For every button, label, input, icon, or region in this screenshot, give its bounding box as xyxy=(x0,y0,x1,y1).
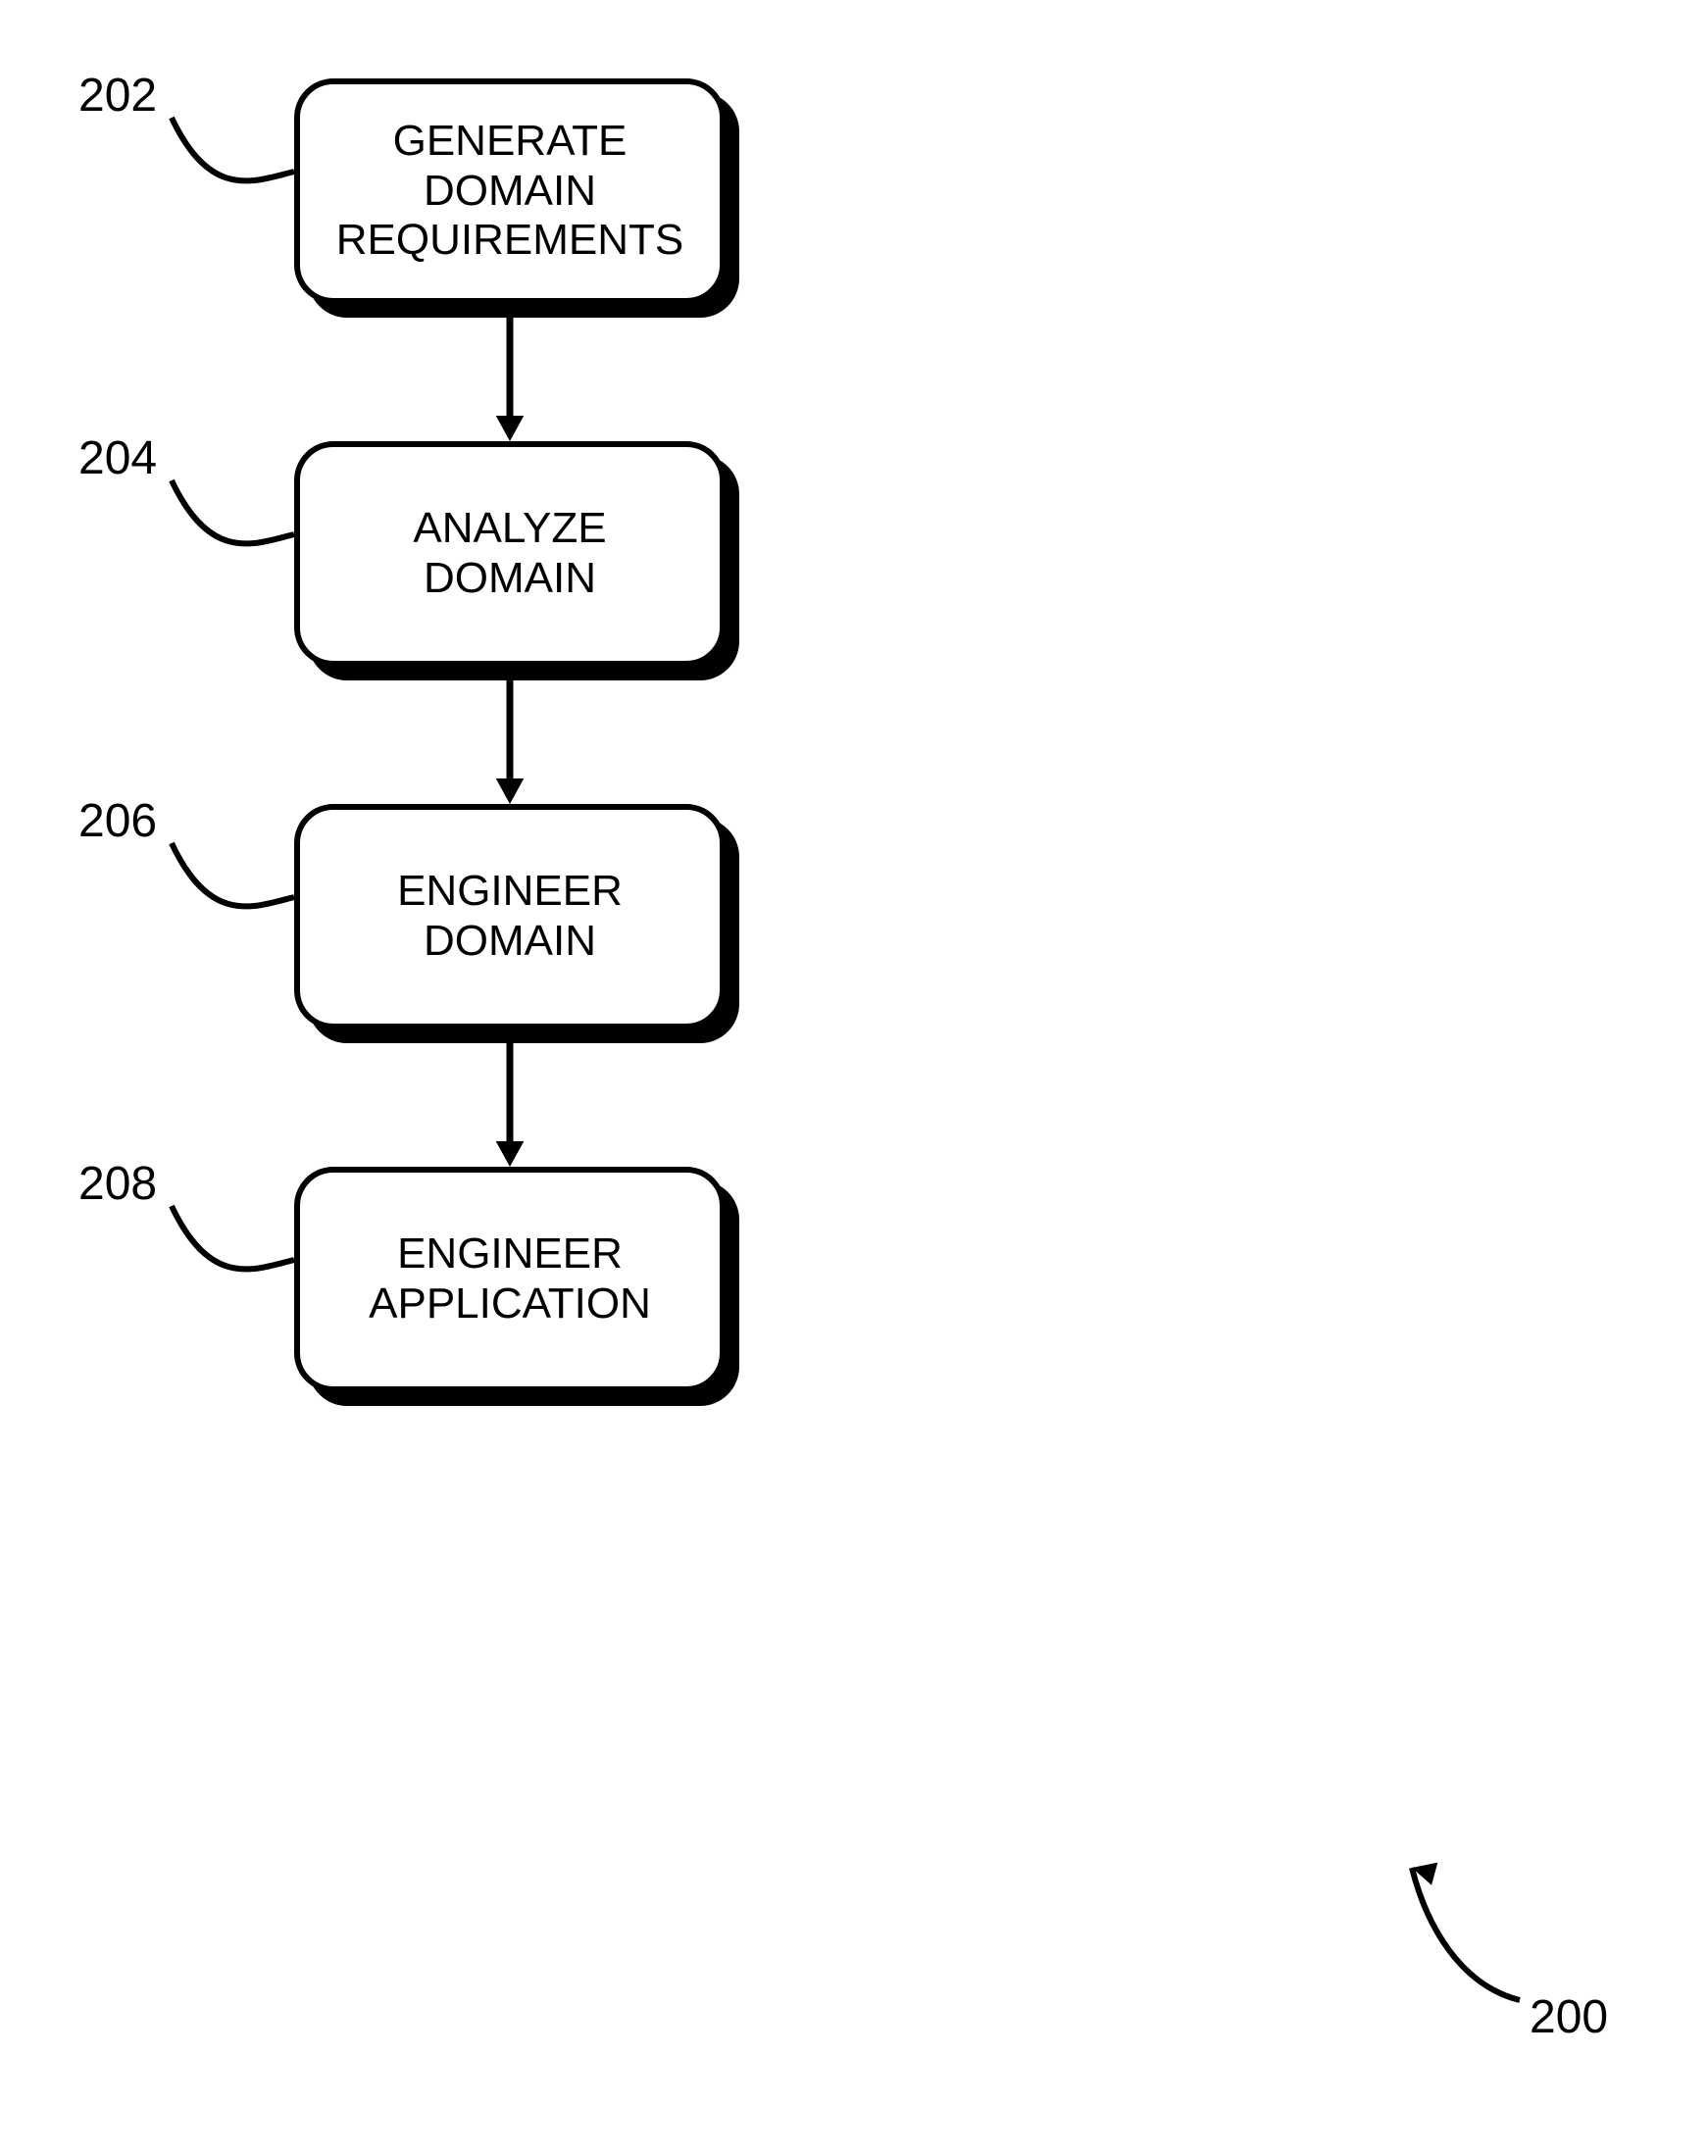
leader-line xyxy=(172,843,294,906)
flow-arrow xyxy=(496,318,525,441)
leader-line xyxy=(172,1206,294,1269)
flow-node: ENGINEER DOMAIN xyxy=(294,804,726,1029)
reference-label: 200 xyxy=(1530,1990,1608,2044)
flowchart-canvas: GENERATE DOMAIN REQUIREMENTS ANALYZE DOMA… xyxy=(0,0,1708,2156)
node-label: ENGINEER APPLICATION xyxy=(369,1229,651,1329)
node-face: ENGINEER DOMAIN xyxy=(294,804,726,1029)
reference-label: 208 xyxy=(78,1157,157,1211)
reference-label: 202 xyxy=(78,69,157,123)
flow-arrow xyxy=(496,1043,525,1167)
flow-node: ANALYZE DOMAIN xyxy=(294,441,726,667)
node-face: ENGINEER APPLICATION xyxy=(294,1167,726,1392)
reference-label: 204 xyxy=(78,431,157,485)
leader-line xyxy=(172,118,294,180)
reference-label: 206 xyxy=(78,794,157,848)
leader-arrowhead xyxy=(1409,1856,1437,1884)
flow-node: ENGINEER APPLICATION xyxy=(294,1167,726,1392)
node-label: ENGINEER DOMAIN xyxy=(397,867,623,966)
node-label: GENERATE DOMAIN REQUIREMENTS xyxy=(336,117,683,266)
node-face: ANALYZE DOMAIN xyxy=(294,441,726,667)
node-label: ANALYZE DOMAIN xyxy=(413,504,606,603)
node-face: GENERATE DOMAIN REQUIREMENTS xyxy=(294,78,726,304)
svg-overlay xyxy=(0,0,1708,2156)
flow-arrow xyxy=(496,680,525,804)
flow-node: GENERATE DOMAIN REQUIREMENTS xyxy=(294,78,726,304)
leader-line xyxy=(1412,1868,1520,2000)
leader-line xyxy=(172,480,294,543)
